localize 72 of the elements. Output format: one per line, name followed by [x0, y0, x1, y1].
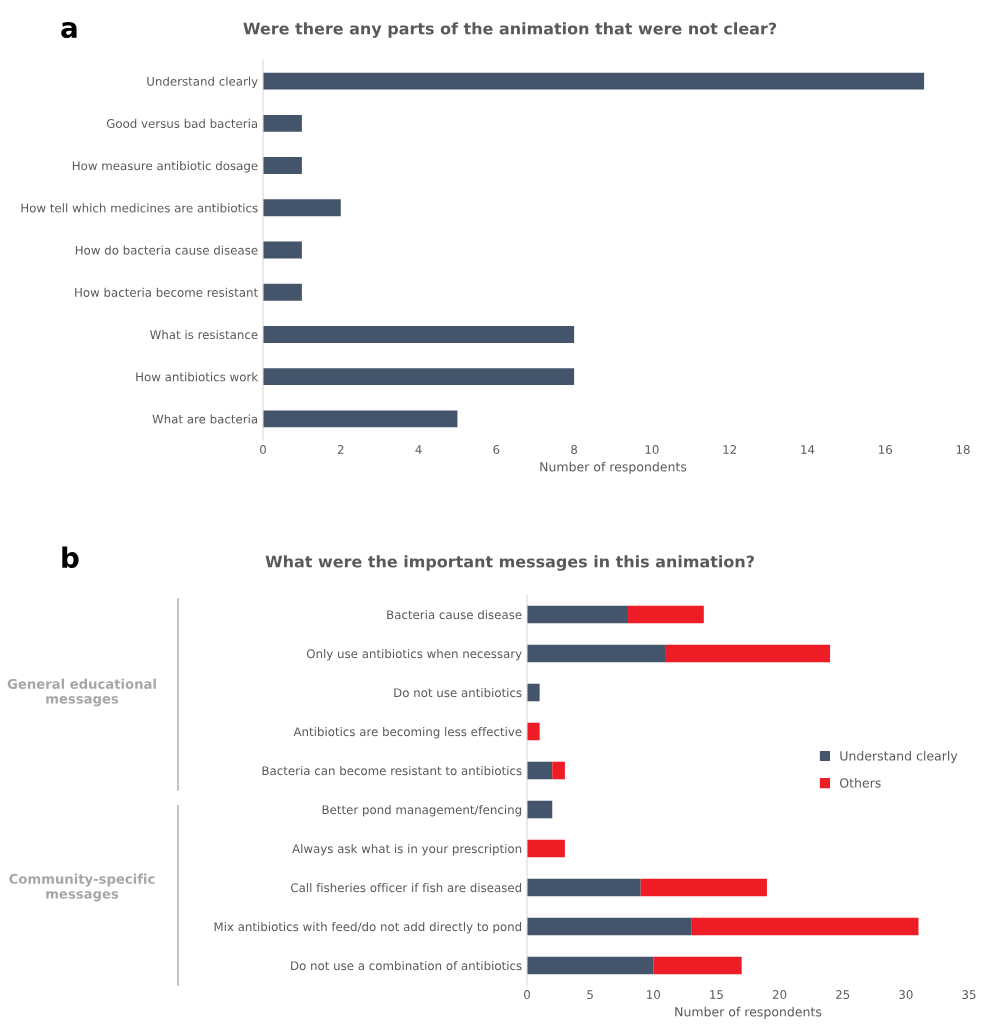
x-tick-label: 18 [956, 445, 970, 454]
y-tick-label: Do not use a combination of antibiotics [291, 961, 522, 971]
x-axis-title: Number of respondents [540, 461, 687, 474]
x-tick-label: 5 [587, 990, 593, 999]
y-tick-label: Bacteria cause disease [387, 610, 522, 620]
bar [527, 722, 540, 741]
text: b [62, 546, 79, 569]
bar [665, 644, 831, 663]
bar [263, 114, 302, 132]
x-tick-label: 25 [836, 990, 850, 999]
y-tick-label: What is resistance [150, 329, 258, 340]
bar [527, 917, 692, 936]
x-tick-label: 16 [879, 445, 892, 454]
chart-title: What were the important messages in this animation? [265, 555, 754, 571]
x-tick-label: 10 [647, 990, 661, 999]
bar [527, 605, 629, 624]
y-tick-label: How do bacteria cause disease [75, 245, 258, 255]
x-tick-label: 0 [524, 990, 530, 999]
x-tick-label: 4 [415, 445, 422, 454]
bar [628, 605, 704, 624]
text: General educational messages [7, 678, 156, 707]
bar [527, 761, 553, 780]
bar [653, 956, 742, 975]
bar [263, 157, 302, 174]
x-tick-label: 2 [337, 445, 344, 454]
x-tick-label: 6 [493, 445, 500, 454]
bar [263, 283, 302, 301]
x-tick-label: 12 [723, 445, 736, 454]
x-tick-label: 14 [801, 445, 815, 454]
text: Community-specific messages [9, 873, 155, 902]
x-tick-label: 20 [772, 990, 787, 999]
y-tick-label: Understand clearly [147, 76, 258, 89]
bar [527, 683, 540, 702]
x-tick-label: 10 [645, 445, 659, 454]
text: a [61, 22, 77, 39]
legend-label: Understand clearly [840, 750, 958, 763]
chart-title: Were there any parts of the animation that were not clear? [243, 22, 777, 38]
bar [527, 878, 641, 897]
y-tick-label: Call fisheries officer if fish are diseased [291, 883, 522, 893]
y-tick-label: How tell which medicines are antibiotics [21, 203, 258, 213]
x-tick-label: 0 [260, 445, 266, 454]
x-tick-label: 8 [571, 445, 578, 454]
bar [552, 761, 565, 780]
bar [263, 241, 302, 259]
bar [527, 956, 654, 975]
y-tick-label: How antibiotics work [136, 372, 259, 382]
bar [527, 839, 565, 858]
y-tick-label: Always ask what is in your prescription [292, 844, 522, 856]
y-tick-label: What are bacteria [152, 414, 258, 424]
y-tick-label: Do not use antibiotics [394, 688, 522, 698]
x-tick-label: 35 [962, 990, 976, 999]
bar [640, 878, 767, 897]
bar [263, 72, 925, 90]
y-tick-label: Good versus bad bacteria [106, 118, 258, 128]
y-tick-label: How measure antibiotic dosage [72, 161, 258, 173]
bar [263, 199, 341, 217]
y-tick-label: Antibiotics are becoming less effective [293, 727, 522, 739]
y-tick-label: How bacteria become resistant [75, 287, 258, 297]
bar [263, 368, 575, 386]
legend-label: Others [840, 778, 881, 788]
bar [527, 644, 666, 663]
bar [263, 410, 458, 428]
y-tick-label: Mix antibiotics with feed/do not add directly to pond [214, 922, 522, 934]
bar [263, 326, 575, 343]
x-tick-label: 15 [710, 990, 723, 999]
x-axis-title: Number of respondents [675, 1006, 822, 1019]
bar [691, 917, 919, 936]
y-tick-label: Better pond management/fencing [322, 805, 522, 817]
y-tick-label: Only use antibiotics when necessary [306, 649, 522, 661]
y-tick-label: Bacteria can become resistant to antibiotics [262, 766, 522, 776]
bar [527, 800, 553, 819]
x-tick-label: 30 [899, 990, 913, 999]
